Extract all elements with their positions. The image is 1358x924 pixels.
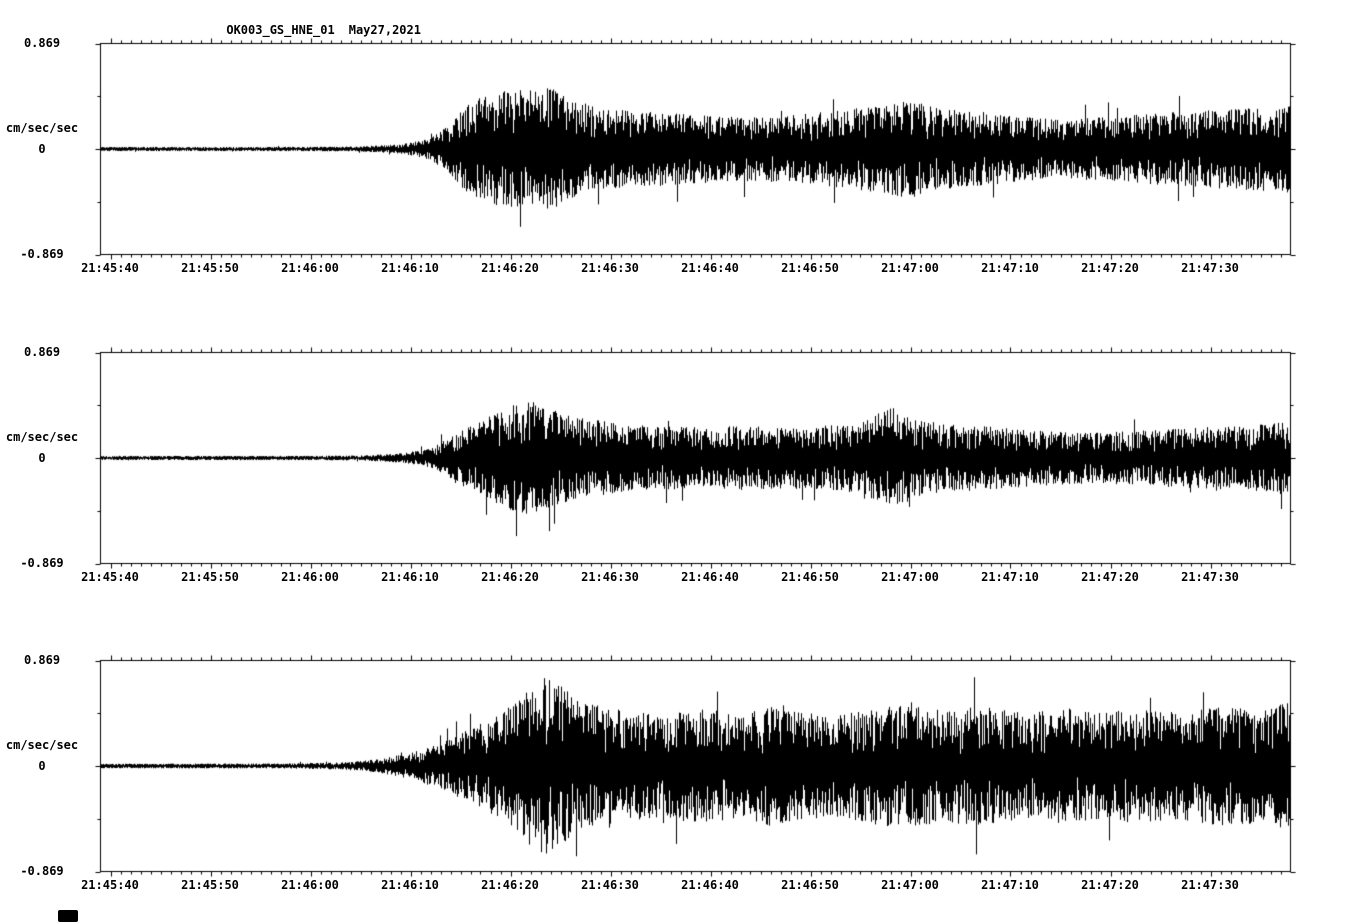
station-channel-label: OK003_GS_HNE_01: [226, 23, 335, 37]
y-axis-units: cm/sec/sec: [5, 738, 79, 752]
y-axis-units: cm/sec/sec: [5, 121, 79, 135]
x-tick-label: 21:45:50: [181, 261, 239, 275]
x-tick-label: 21:46:20: [481, 878, 539, 892]
y-tick-max: 0.869: [23, 36, 61, 50]
x-tick-label: 21:46:10: [381, 878, 439, 892]
panel-title: OK003_GS_HNE_01 May27,2021: [183, 9, 421, 51]
x-tick-label: 21:46:30: [581, 878, 639, 892]
x-tick-label: 21:46:40: [681, 261, 739, 275]
x-axis-labels: 21:45:40 21:45:50 21:46:00 21:46:10 21:46:20…: [81, 878, 1290, 894]
x-tick-label: 21:46:20: [481, 261, 539, 275]
y-tick-min: -0.869: [20, 556, 64, 570]
x-tick-label: 21:47:10: [981, 878, 1039, 892]
screen-artifact: [58, 910, 78, 922]
x-tick-label: 21:46:50: [781, 261, 839, 275]
x-tick-label: 21:45:40: [81, 878, 139, 892]
x-tick-label: 21:46:30: [581, 261, 639, 275]
y-tick-max: 0.869: [23, 345, 61, 359]
x-tick-label: 21:47:20: [1081, 261, 1139, 275]
x-tick-label: 21:46:10: [381, 570, 439, 584]
x-tick-label: 21:47:30: [1181, 570, 1239, 584]
x-tick-label: 21:46:00: [281, 261, 339, 275]
x-tick-label: 21:46:30: [581, 570, 639, 584]
x-tick-label: 21:46:00: [281, 878, 339, 892]
x-tick-label: 21:46:40: [681, 878, 739, 892]
x-tick-label: 21:47:00: [881, 878, 939, 892]
x-axis-labels: 21:45:40 21:45:50 21:46:00 21:46:10 21:46:20…: [81, 261, 1290, 277]
y-tick-zero: 0: [38, 759, 46, 773]
y-tick-max: 0.869: [23, 653, 61, 667]
x-tick-label: 21:47:10: [981, 570, 1039, 584]
x-tick-label: 21:46:20: [481, 570, 539, 584]
x-tick-label: 21:45:40: [81, 261, 139, 275]
y-tick-zero: 0: [38, 142, 46, 156]
x-tick-label: 21:47:30: [1181, 878, 1239, 892]
x-tick-label: 21:47:20: [1081, 878, 1139, 892]
y-tick-zero: 0: [38, 451, 46, 465]
x-tick-label: 21:45:40: [81, 570, 139, 584]
x-tick-label: 21:45:50: [181, 878, 239, 892]
x-tick-label: 21:46:40: [681, 570, 739, 584]
waveform-plot-hnn: [94, 346, 1296, 570]
x-tick-label: 21:46:50: [781, 878, 839, 892]
y-tick-min: -0.869: [20, 864, 64, 878]
x-tick-label: 21:47:00: [881, 261, 939, 275]
waveform-plot-hnz: [94, 654, 1296, 878]
waveform-plot-hne: [94, 37, 1296, 261]
x-axis-labels: 21:45:40 21:45:50 21:46:00 21:46:10 21:46:20…: [81, 570, 1290, 586]
date-label: May27,2021: [348, 23, 421, 37]
x-tick-label: 21:46:00: [281, 570, 339, 584]
x-tick-label: 21:46:50: [781, 570, 839, 584]
x-tick-label: 21:47:20: [1081, 570, 1139, 584]
y-axis-units: cm/sec/sec: [5, 430, 79, 444]
x-tick-label: 21:46:10: [381, 261, 439, 275]
seismogram-panel-hne: OK003_GS_HNE_01 May27,2021 0.869 cm/sec/s…: [0, 0, 1358, 308]
x-tick-label: 21:47:10: [981, 261, 1039, 275]
x-tick-label: 21:47:30: [1181, 261, 1239, 275]
x-tick-label: 21:45:50: [181, 570, 239, 584]
x-tick-label: 21:47:00: [881, 570, 939, 584]
y-tick-min: -0.869: [20, 247, 64, 261]
